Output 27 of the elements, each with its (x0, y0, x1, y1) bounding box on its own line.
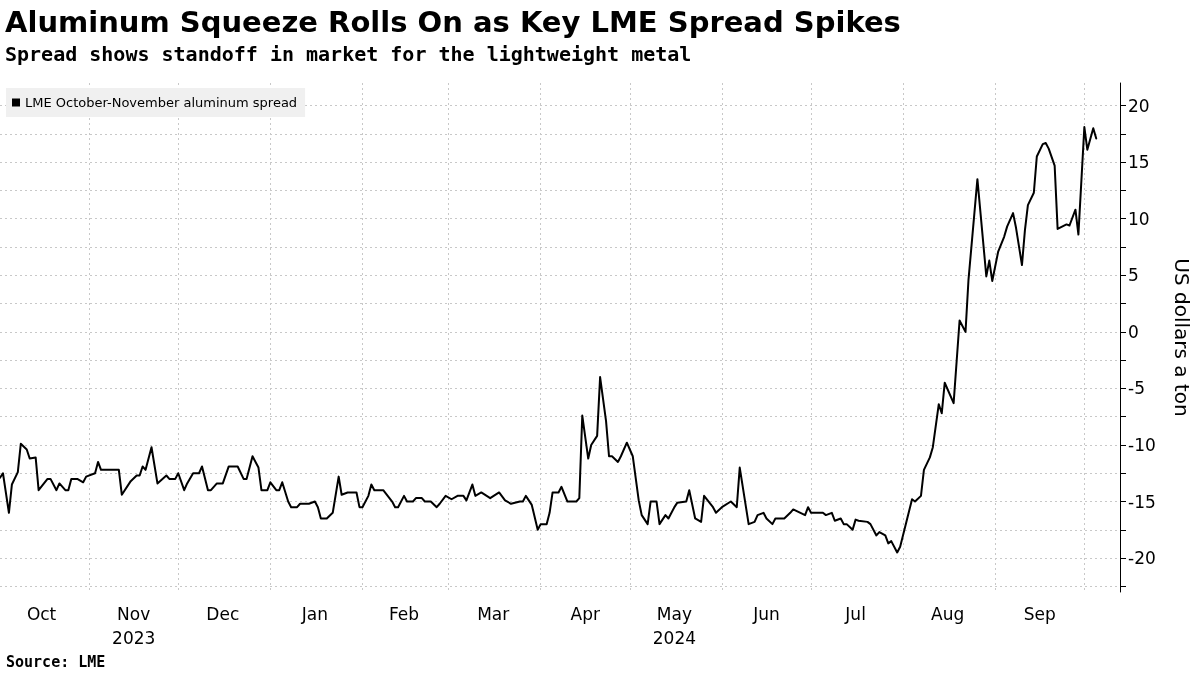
y-tick-label: 15 (1128, 152, 1150, 173)
x-tick-label: Feb (388, 604, 420, 624)
source-note: Source: LME (6, 652, 106, 671)
line-series (0, 126, 1098, 554)
x-tick-label: Jun (752, 604, 780, 624)
x-tick-label: Mar (477, 604, 510, 624)
x-tick-label: May 2024 (652, 604, 697, 648)
x-tick-label: Jul (844, 604, 866, 624)
y-tick-label: 20 (1128, 95, 1150, 116)
legend-label: LME October-November aluminum spread (25, 95, 298, 110)
y-tick-label: 10 (1128, 208, 1150, 229)
x-tick-label: Jan (300, 604, 329, 624)
y-tick-label: -10 (1128, 434, 1156, 455)
x-tick-label: Oct (26, 604, 57, 624)
x-tick-label: Aug (931, 604, 965, 624)
y-tick-label: 0 (1128, 321, 1139, 342)
chart-title: Aluminum Squeeze Rolls On as Key LME Spread Spikes (5, 4, 901, 39)
y-tick-label: 5 (1128, 265, 1139, 286)
x-tick-label: Dec (206, 604, 240, 624)
y-tick-label: -20 (1128, 548, 1156, 569)
x-tick-label: Nov 2023 (112, 604, 156, 648)
y-tick-label: -15 (1128, 491, 1156, 512)
x-tick-label: Apr (570, 604, 600, 624)
chart-subtitle: Spread shows standoff in market for the lightweight metal (5, 42, 692, 66)
y-axis-title: US dollars a ton (1170, 258, 1194, 417)
y-tick-label: -5 (1128, 378, 1145, 399)
x-tick-label: Sep (1023, 604, 1056, 624)
